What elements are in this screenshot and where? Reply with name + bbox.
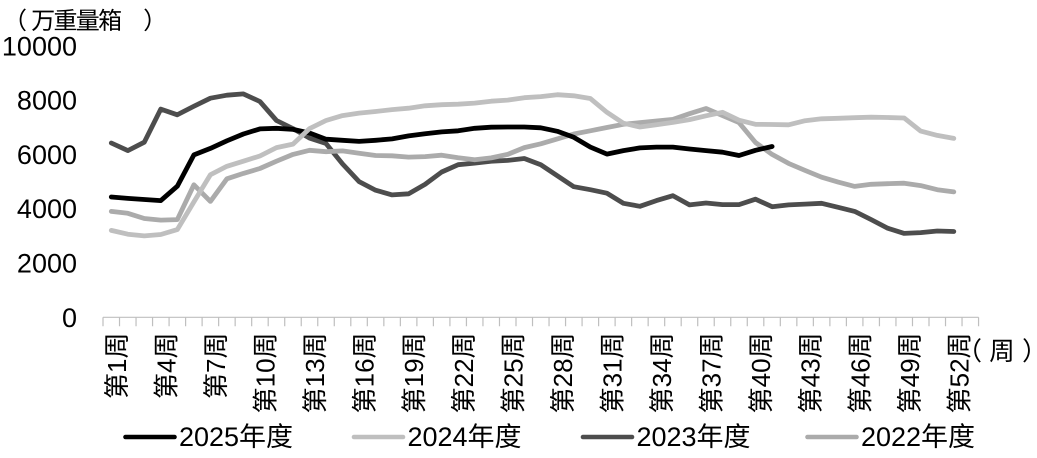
svg-text:8000: 8000	[17, 86, 77, 116]
svg-text:6000: 6000	[17, 140, 77, 170]
svg-text:2025: 2025	[179, 422, 239, 452]
svg-text:16: 16	[350, 358, 380, 387]
svg-text:52: 52	[944, 358, 974, 387]
svg-text:28: 28	[548, 358, 578, 387]
svg-text:2023: 2023	[637, 422, 697, 452]
svg-text:40: 40	[746, 358, 776, 387]
svg-text:10: 10	[251, 358, 281, 387]
svg-text:25: 25	[498, 358, 528, 387]
svg-text:4: 4	[151, 359, 181, 373]
svg-text:7: 7	[201, 359, 231, 373]
svg-text:43: 43	[796, 358, 826, 387]
svg-text:37: 37	[697, 358, 727, 387]
svg-text:22: 22	[449, 358, 479, 387]
svg-text:0: 0	[62, 303, 77, 333]
svg-text:46: 46	[845, 358, 875, 387]
svg-text:10000: 10000	[2, 31, 77, 61]
svg-text:34: 34	[647, 358, 677, 387]
svg-text:13: 13	[300, 358, 330, 387]
svg-text:19: 19	[399, 358, 429, 387]
svg-text:31: 31	[598, 358, 628, 387]
svg-text:49: 49	[895, 358, 925, 387]
svg-text:2024: 2024	[408, 422, 468, 452]
svg-text:2000: 2000	[17, 249, 77, 279]
svg-text:4000: 4000	[17, 194, 77, 224]
svg-text:2022: 2022	[861, 422, 921, 452]
svg-text:1: 1	[102, 359, 132, 373]
